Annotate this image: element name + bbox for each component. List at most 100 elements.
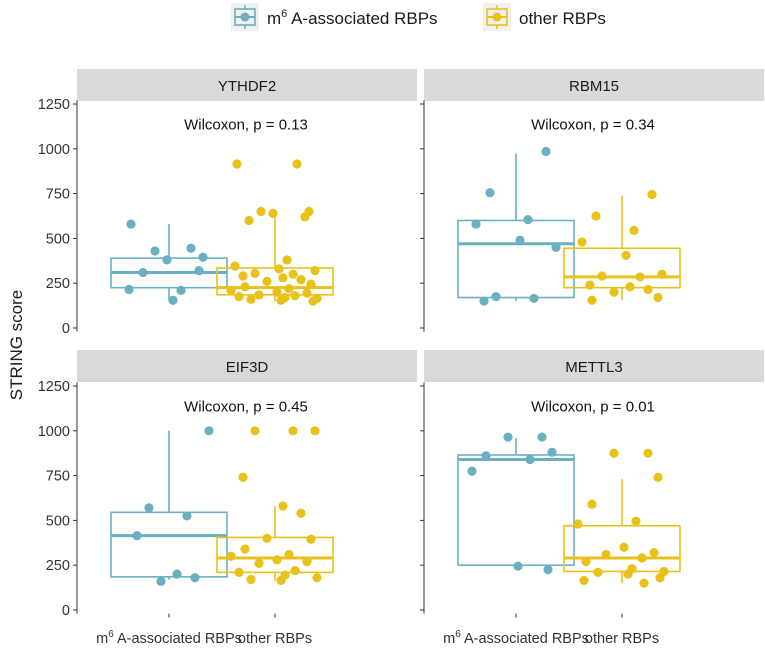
data-point <box>284 283 294 294</box>
data-point <box>246 574 256 585</box>
panel-strip <box>424 69 764 101</box>
panel-title: YTHDF2 <box>218 78 276 95</box>
data-point <box>302 288 312 298</box>
data-point <box>240 544 250 554</box>
legend-item-m6a: m6 A-associated RBPs <box>231 3 438 31</box>
y-tick-label: 0 <box>62 603 70 619</box>
data-point <box>647 189 657 200</box>
legend-item-other: other RBPs <box>483 3 606 31</box>
y-tick-label: 500 <box>46 231 70 247</box>
m6a-box <box>457 146 575 306</box>
box-iqr <box>110 511 228 578</box>
data-point <box>300 212 310 222</box>
data-point <box>250 268 260 278</box>
m6a-box <box>110 219 228 305</box>
other-box <box>563 189 681 305</box>
data-point <box>541 146 551 157</box>
data-point <box>655 573 665 583</box>
data-point <box>579 575 589 586</box>
data-point <box>471 219 481 229</box>
data-point <box>585 280 595 290</box>
data-point <box>226 285 236 295</box>
data-point <box>162 255 172 265</box>
data-point <box>308 296 318 306</box>
y-tick-label: 250 <box>46 276 70 292</box>
data-point <box>278 501 288 511</box>
x-tick-label-m6a: m6 A-associated RBPs <box>443 629 589 647</box>
data-point <box>523 214 533 225</box>
data-point <box>306 534 316 544</box>
data-point <box>272 555 282 565</box>
y-axis-label: STRING score <box>7 290 26 401</box>
data-point <box>485 188 495 198</box>
data-point <box>643 284 653 295</box>
data-point <box>272 287 282 297</box>
data-point <box>204 426 214 436</box>
data-point <box>621 250 631 261</box>
data-point <box>573 519 583 529</box>
data-point <box>591 211 601 221</box>
data-point <box>587 295 597 305</box>
facet-panels: YTHDF2 0 250 500 750 1000 1250 Wilcoxon, p = 0.… <box>38 69 764 619</box>
data-point <box>551 242 561 252</box>
data-point <box>543 565 553 575</box>
data-point <box>653 472 663 482</box>
box-iqr <box>563 524 681 573</box>
y-tick-label: 0 <box>62 321 70 337</box>
data-point <box>625 282 635 292</box>
panel-title: METTL3 <box>565 359 623 376</box>
data-point <box>132 531 142 541</box>
legend-label: m6 A-associated RBPs <box>267 8 438 28</box>
box-iqr <box>216 536 334 574</box>
data-point <box>597 271 607 281</box>
data-point <box>268 208 278 218</box>
data-point <box>479 296 489 306</box>
data-point <box>138 267 148 278</box>
data-point <box>150 246 160 256</box>
data-point <box>176 285 186 295</box>
data-point <box>609 448 619 458</box>
other-box <box>563 448 681 588</box>
data-point <box>282 255 292 265</box>
y-tick-label: 1000 <box>38 424 70 440</box>
y-tick-label: 1000 <box>38 142 70 158</box>
x-tick-label-other: other RBPs <box>238 631 312 647</box>
m6a-box <box>110 426 228 586</box>
data-point <box>182 511 192 521</box>
data-point <box>240 282 250 292</box>
y-tick-label: 1250 <box>38 97 70 113</box>
data-point <box>276 575 286 586</box>
data-point <box>306 279 316 289</box>
data-point <box>577 237 587 247</box>
data-point <box>278 273 288 283</box>
panel-rbm15: RBM15 Wilcoxon, p = 0.34 <box>420 69 764 332</box>
data-point <box>639 578 649 588</box>
y-tick-label: 1250 <box>38 379 70 395</box>
data-point <box>274 264 284 274</box>
y-tick-label: 500 <box>46 513 70 529</box>
legend-key-point <box>240 12 250 22</box>
data-point <box>581 557 591 567</box>
data-point <box>481 451 491 461</box>
data-point <box>262 276 272 287</box>
y-tick-label: 750 <box>46 187 70 203</box>
panel-title: RBM15 <box>569 78 619 95</box>
wilcoxon-label: Wilcoxon, p = 0.45 <box>184 398 308 415</box>
data-point <box>276 295 286 305</box>
data-point <box>156 576 166 586</box>
data-point <box>296 508 306 518</box>
wilcoxon-label: Wilcoxon, p = 0.34 <box>531 116 655 133</box>
data-point <box>529 293 539 304</box>
data-point <box>254 558 264 569</box>
data-point <box>238 271 248 281</box>
panel-strip <box>77 69 417 101</box>
panel-ythdf2: YTHDF2 0 250 500 750 1000 1250 Wilcoxon, p = 0.… <box>38 69 417 337</box>
data-point <box>126 219 136 229</box>
data-point <box>649 548 659 558</box>
x-tick-label-other: other RBPs <box>585 631 659 647</box>
data-point <box>310 426 320 436</box>
data-point <box>629 225 639 235</box>
data-point <box>312 573 322 583</box>
